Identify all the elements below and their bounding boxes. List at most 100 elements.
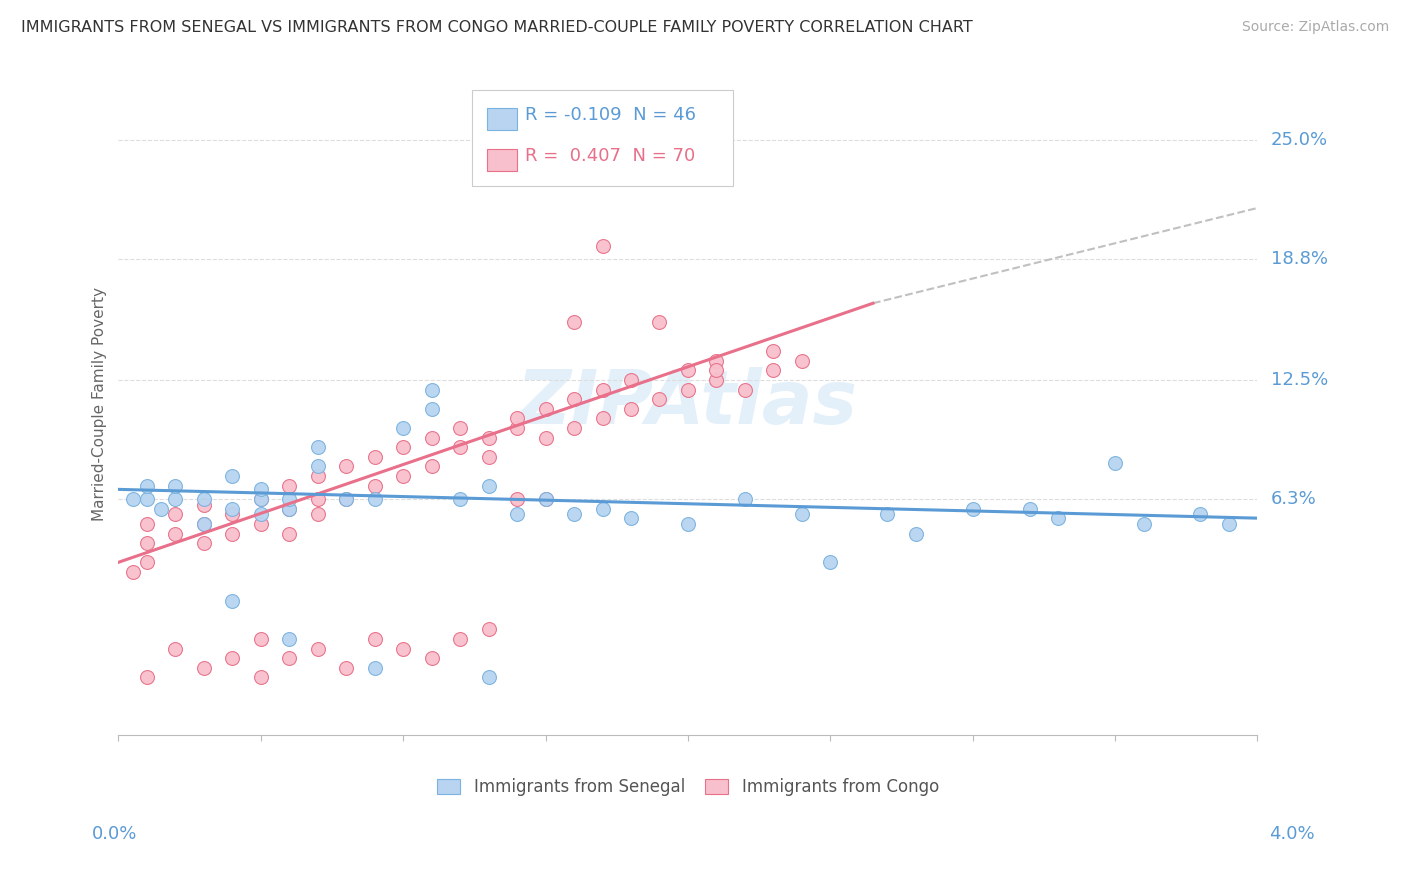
Point (278, 632, 301, 646)
Point (449, 421, 471, 435)
Point (278, 478, 301, 492)
FancyBboxPatch shape (488, 108, 517, 129)
Point (1132, 516, 1154, 531)
Point (364, 632, 387, 646)
Point (1047, 511, 1070, 525)
Point (221, 526, 243, 541)
Point (790, 353, 813, 368)
Point (193, 661, 215, 675)
Point (249, 632, 271, 646)
Point (620, 401, 643, 416)
Point (249, 483, 271, 497)
Point (592, 238, 614, 252)
Point (249, 508, 271, 522)
Point (193, 516, 215, 531)
Point (962, 501, 984, 516)
Point (592, 501, 614, 516)
Point (307, 459, 329, 474)
Point (562, 421, 585, 435)
Point (307, 491, 329, 506)
Text: 4.0%: 4.0% (1270, 825, 1315, 843)
Point (278, 501, 301, 516)
Point (506, 411, 529, 425)
Point (135, 670, 157, 684)
Point (165, 491, 187, 506)
Point (562, 392, 585, 407)
Point (392, 641, 415, 656)
Point (706, 373, 728, 387)
Point (592, 411, 614, 425)
Point (392, 440, 415, 454)
Y-axis label: Married-Couple Family Poverty: Married-Couple Family Poverty (93, 287, 107, 521)
Point (193, 536, 215, 550)
Text: 6.3%: 6.3% (1271, 490, 1317, 508)
Point (676, 363, 699, 377)
Point (420, 401, 443, 416)
Point (420, 651, 443, 665)
Point (135, 536, 157, 550)
Point (478, 670, 501, 684)
Point (392, 469, 415, 483)
Point (150, 501, 173, 516)
Text: IMMIGRANTS FROM SENEGAL VS IMMIGRANTS FROM CONGO MARRIED-COUPLE FAMILY POVERTY C: IMMIGRANTS FROM SENEGAL VS IMMIGRANTS FR… (21, 20, 973, 35)
Point (904, 526, 927, 541)
Point (221, 593, 243, 607)
Point (478, 431, 501, 445)
Point (165, 641, 187, 656)
Text: Source: ZipAtlas.com: Source: ZipAtlas.com (1241, 20, 1389, 34)
Point (820, 555, 842, 569)
Point (335, 459, 357, 474)
Point (249, 516, 271, 531)
Point (364, 491, 387, 506)
Point (278, 651, 301, 665)
Point (420, 383, 443, 397)
Point (193, 516, 215, 531)
Point (278, 526, 301, 541)
Point (135, 516, 157, 531)
Point (221, 651, 243, 665)
Text: 12.5%: 12.5% (1271, 371, 1329, 389)
Point (121, 565, 143, 579)
Point (676, 516, 699, 531)
Point (135, 491, 157, 506)
Point (562, 315, 585, 329)
Point (676, 383, 699, 397)
Point (193, 491, 215, 506)
Point (364, 450, 387, 464)
Point (135, 478, 157, 492)
Point (135, 555, 157, 569)
Point (165, 508, 187, 522)
Point (335, 661, 357, 675)
Point (1218, 516, 1240, 531)
Point (478, 478, 501, 492)
Point (221, 469, 243, 483)
Point (734, 383, 756, 397)
Point (620, 373, 643, 387)
Point (278, 491, 301, 506)
Point (249, 670, 271, 684)
Point (449, 632, 471, 646)
Point (506, 421, 529, 435)
Point (734, 491, 756, 506)
Point (562, 508, 585, 522)
Text: ZIPAtlas: ZIPAtlas (517, 368, 859, 441)
Point (534, 401, 557, 416)
Point (278, 501, 301, 516)
Text: 0.0%: 0.0% (91, 825, 136, 843)
Text: R =  0.407  N = 70: R = 0.407 N = 70 (524, 147, 696, 165)
Point (876, 508, 898, 522)
Point (392, 421, 415, 435)
Point (165, 478, 187, 492)
Point (478, 450, 501, 464)
Point (420, 431, 443, 445)
Point (307, 508, 329, 522)
Point (335, 491, 357, 506)
Point (364, 661, 387, 675)
Legend: Immigrants from Senegal, Immigrants from Congo: Immigrants from Senegal, Immigrants from… (430, 772, 945, 803)
Point (249, 491, 271, 506)
Point (790, 508, 813, 522)
Point (592, 383, 614, 397)
Point (506, 491, 529, 506)
Point (449, 491, 471, 506)
Point (335, 491, 357, 506)
